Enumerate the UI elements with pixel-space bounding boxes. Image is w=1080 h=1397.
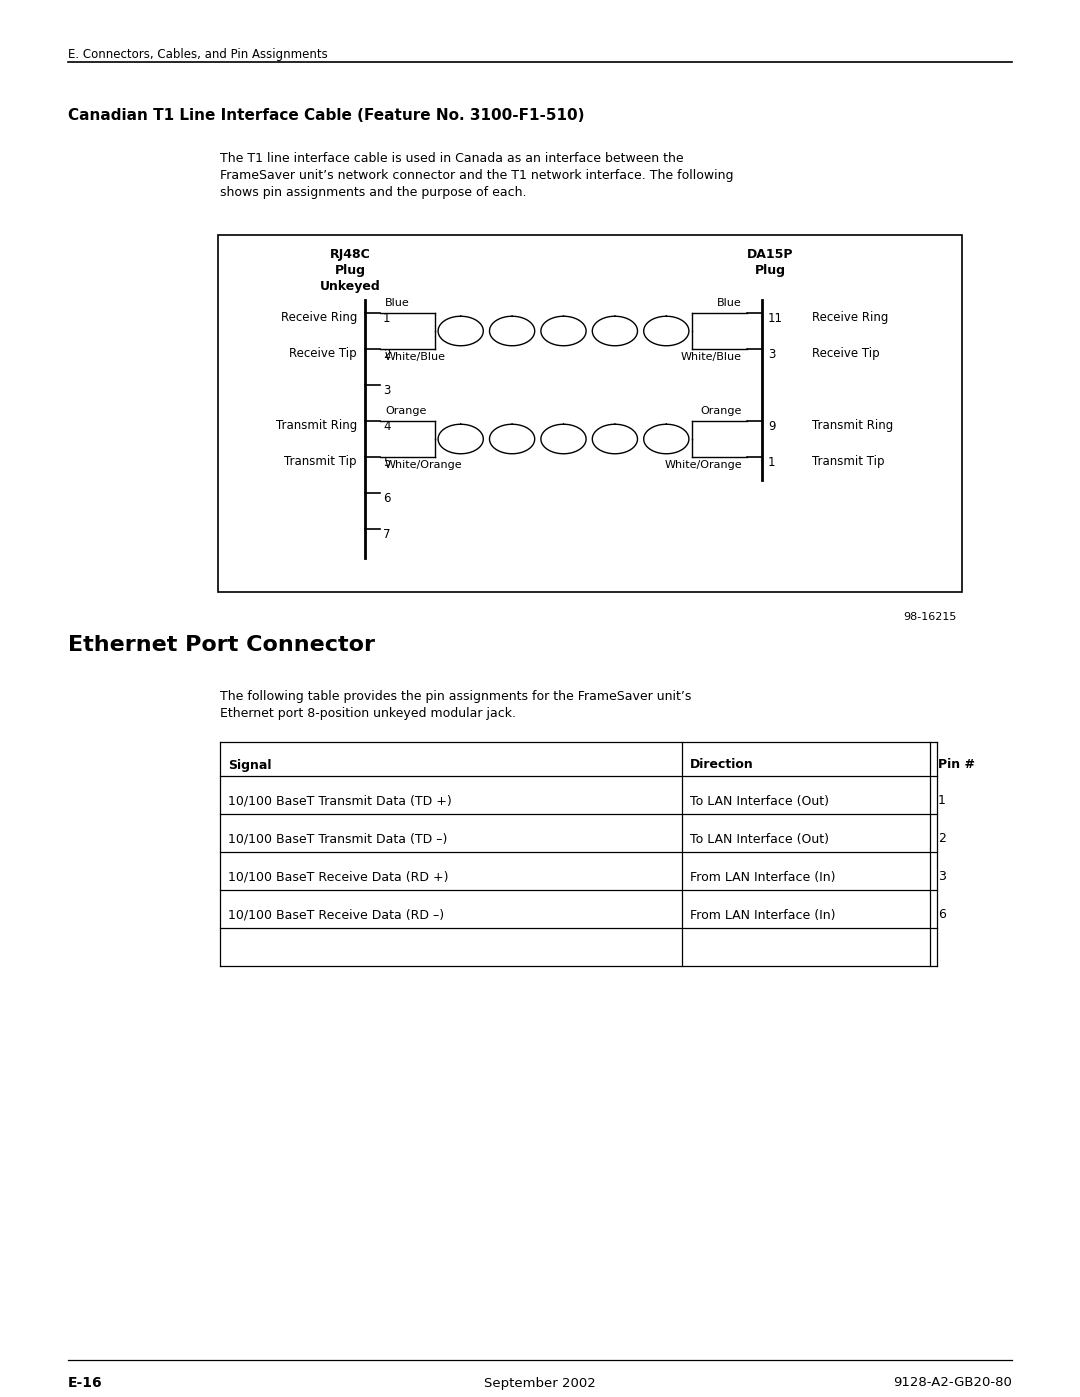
Text: From LAN Interface (In): From LAN Interface (In) [690, 870, 836, 883]
Text: Transmit Tip: Transmit Tip [284, 455, 357, 468]
Text: The T1 line interface cable is used in Canada as an interface between the
FrameS: The T1 line interface cable is used in C… [220, 152, 733, 198]
Text: 6: 6 [939, 908, 946, 922]
Text: To LAN Interface (Out): To LAN Interface (Out) [690, 833, 829, 845]
Text: Unkeyed: Unkeyed [320, 279, 380, 293]
Text: 4: 4 [383, 419, 391, 433]
Text: 11: 11 [768, 312, 783, 324]
Text: E. Connectors, Cables, and Pin Assignments: E. Connectors, Cables, and Pin Assignmen… [68, 47, 327, 61]
Text: White/Orange: White/Orange [664, 460, 742, 469]
Text: Canadian T1 Line Interface Cable (Feature No. 3100-F1-510): Canadian T1 Line Interface Cable (Featur… [68, 108, 584, 123]
Text: E-16: E-16 [68, 1376, 103, 1390]
Text: DA15P: DA15P [746, 249, 793, 261]
Text: 9128-A2-GB20-80: 9128-A2-GB20-80 [893, 1376, 1012, 1390]
Text: Transmit Ring: Transmit Ring [812, 419, 893, 433]
Text: Receive Tip: Receive Tip [289, 348, 357, 360]
Text: Receive Ring: Receive Ring [812, 312, 889, 324]
Text: White/Orange: White/Orange [384, 460, 462, 469]
Text: To LAN Interface (Out): To LAN Interface (Out) [690, 795, 829, 807]
Text: 2: 2 [383, 348, 391, 360]
Text: 1: 1 [939, 795, 946, 807]
Text: The following table provides the pin assignments for the FrameSaver unit’s
Ether: The following table provides the pin ass… [220, 690, 691, 719]
Text: 3: 3 [939, 870, 946, 883]
Text: Ethernet Port Connector: Ethernet Port Connector [68, 636, 375, 655]
Text: 1: 1 [383, 312, 391, 324]
Text: Plug: Plug [335, 264, 365, 277]
Text: Blue: Blue [717, 298, 742, 307]
Text: 3: 3 [768, 348, 775, 360]
Text: Receive Ring: Receive Ring [281, 312, 357, 324]
Text: 10/100 BaseT Transmit Data (TD –): 10/100 BaseT Transmit Data (TD –) [228, 833, 447, 845]
Text: Transmit Tip: Transmit Tip [812, 455, 885, 468]
Text: 1: 1 [768, 455, 775, 468]
Text: 7: 7 [383, 528, 391, 541]
Text: Orange: Orange [701, 407, 742, 416]
Text: RJ48C: RJ48C [329, 249, 370, 261]
Text: 5: 5 [383, 455, 390, 468]
Text: 9: 9 [768, 419, 775, 433]
Text: White/Blue: White/Blue [681, 352, 742, 362]
Text: From LAN Interface (In): From LAN Interface (In) [690, 908, 836, 922]
Text: Signal: Signal [228, 759, 271, 771]
Text: Direction: Direction [690, 759, 754, 771]
Text: Transmit Ring: Transmit Ring [275, 419, 357, 433]
Text: Plug: Plug [755, 264, 785, 277]
Text: Pin #: Pin # [939, 759, 975, 771]
Text: 2: 2 [939, 833, 946, 845]
Text: Receive Tip: Receive Tip [812, 348, 879, 360]
Text: Orange: Orange [384, 407, 427, 416]
Text: White/Blue: White/Blue [384, 352, 446, 362]
Text: 98-16215: 98-16215 [904, 612, 957, 622]
Text: 10/100 BaseT Receive Data (RD +): 10/100 BaseT Receive Data (RD +) [228, 870, 448, 883]
Text: 10/100 BaseT Receive Data (RD –): 10/100 BaseT Receive Data (RD –) [228, 908, 444, 922]
Text: Blue: Blue [384, 298, 409, 307]
Text: 6: 6 [383, 492, 391, 504]
Text: 10/100 BaseT Transmit Data (TD +): 10/100 BaseT Transmit Data (TD +) [228, 795, 451, 807]
Text: September 2002: September 2002 [484, 1376, 596, 1390]
Bar [218, 235, 962, 592]
Text: 3: 3 [383, 384, 390, 397]
